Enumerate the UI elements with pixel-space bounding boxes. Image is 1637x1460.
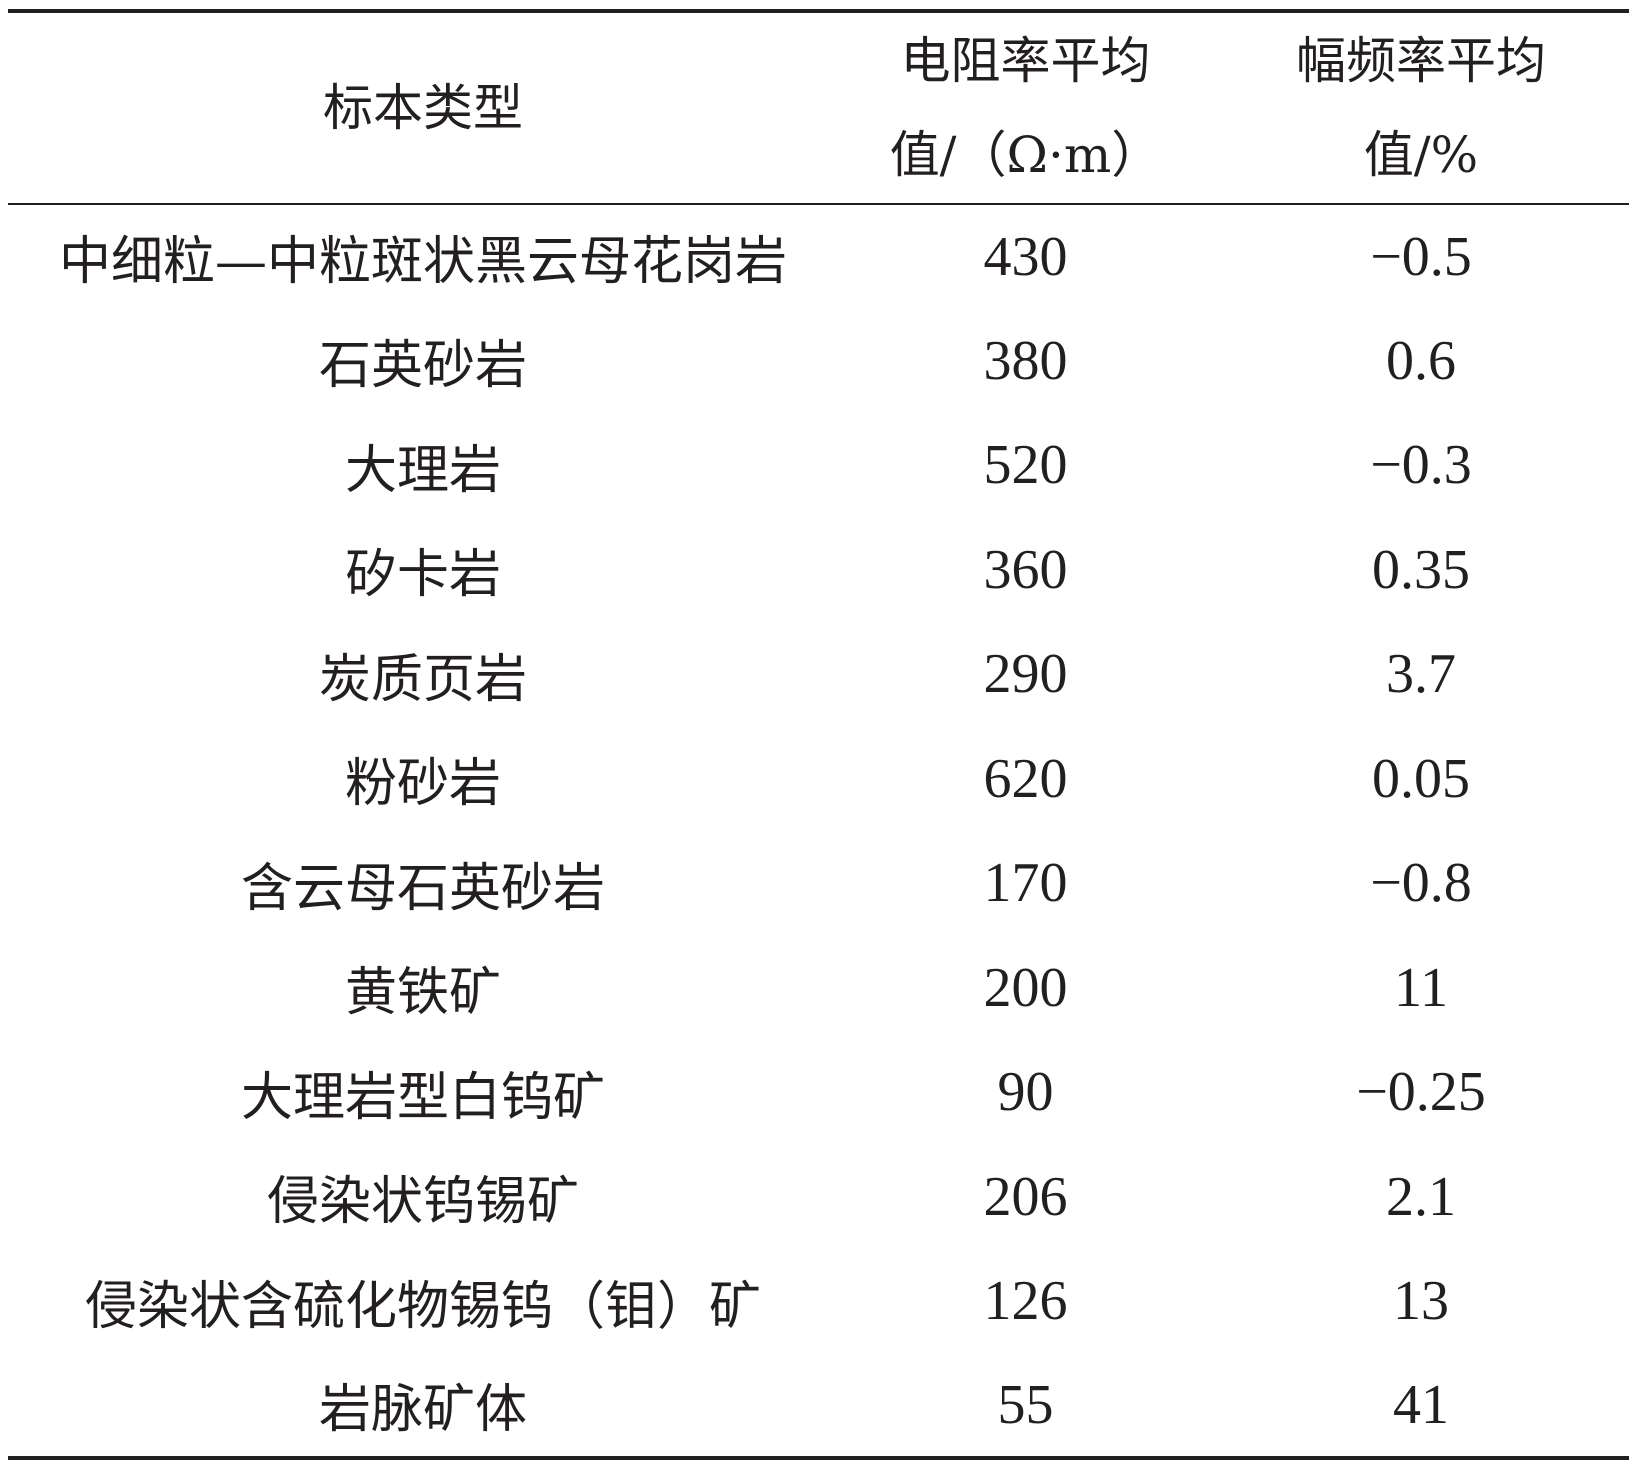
amplitude-frequency-cell: 13 xyxy=(1393,1270,1449,1333)
table-row: 矽卡岩 360 0.35 xyxy=(8,518,1629,623)
table-row: 含云母石英砂岩 170 −0.8 xyxy=(8,831,1629,936)
table-row: 粉砂岩 620 0.05 xyxy=(8,727,1629,832)
table-row: 石英砂岩 380 0.6 xyxy=(8,309,1629,414)
header-row: 标本类型 电阻率平均 值/（Ω·m） 幅频率平均 值/% xyxy=(8,11,1629,204)
table-body: 中细粒—中粒斑状黑云母花岗岩 430 −0.5 石英砂岩 380 0.6 大理岩 520 −0.… xyxy=(8,204,1629,1458)
resistivity-cell: 90 xyxy=(997,1061,1054,1124)
amplitude-frequency-cell: 0.35 xyxy=(1372,538,1470,601)
specimen-type-cell: 侵染状含硫化物锡钨（钼）矿 xyxy=(84,1276,761,1337)
header-text-line: 电阻率平均 xyxy=(900,32,1151,90)
resistivity-cell: 620 xyxy=(983,747,1068,810)
amplitude-frequency-cell: 2.1 xyxy=(1386,1165,1456,1228)
resistivity-cell: 206 xyxy=(983,1165,1068,1228)
header-text-line: 幅频率平均 xyxy=(1296,32,1546,90)
resistivity-cell: 200 xyxy=(983,956,1068,1019)
specimen-type-cell: 岩脉矿体 xyxy=(318,1380,527,1441)
specimen-type-cell: 黄铁矿 xyxy=(344,963,501,1024)
specimen-type-cell: 粉砂岩 xyxy=(344,754,501,815)
amplitude-frequency-cell: −0.3 xyxy=(1370,434,1472,497)
resistivity-cell: 170 xyxy=(983,852,1068,915)
table-row: 大理岩型白钨矿 90 −0.25 xyxy=(8,1040,1629,1145)
specimen-type-cell: 石英砂岩 xyxy=(318,336,527,397)
table-row: 岩脉矿体 55 41 xyxy=(8,1354,1629,1458)
resistivity-cell: 380 xyxy=(983,329,1068,392)
header-specimen-type: 标本类型 xyxy=(8,11,838,204)
header-text-line: 标本类型 xyxy=(323,79,523,137)
amplitude-frequency-cell: 0.05 xyxy=(1372,747,1470,810)
header-amplitude-frequency: 幅频率平均 值/% xyxy=(1213,11,1629,204)
resistivity-cell: 520 xyxy=(983,434,1068,497)
table-row: 侵染状钨锡矿 206 2.1 xyxy=(8,1145,1629,1250)
specimen-type-cell: 炭质页岩 xyxy=(318,649,527,710)
table-row: 侵染状含硫化物锡钨（钼）矿 126 13 xyxy=(8,1249,1629,1354)
rock-specimen-table: 标本类型 电阻率平均 值/（Ω·m） 幅频率平均 值/% 中细粒—中粒斑状黑云母… xyxy=(8,9,1629,1460)
specimen-type-cell: 含云母石英砂岩 xyxy=(240,858,605,919)
amplitude-frequency-cell: −0.8 xyxy=(1370,852,1472,915)
amplitude-frequency-cell: −0.25 xyxy=(1356,1061,1486,1124)
resistivity-cell: 430 xyxy=(983,225,1068,288)
specimen-type-cell: 矽卡岩 xyxy=(344,545,501,606)
table-row: 中细粒—中粒斑状黑云母花岗岩 430 −0.5 xyxy=(8,204,1629,309)
table-row: 炭质页岩 290 3.7 xyxy=(8,622,1629,727)
table-row: 黄铁矿 200 11 xyxy=(8,936,1629,1041)
amplitude-frequency-cell: −0.5 xyxy=(1370,225,1472,288)
data-table-container: 标本类型 电阻率平均 值/（Ω·m） 幅频率平均 值/% 中细粒—中粒斑状黑云母… xyxy=(8,9,1629,1460)
specimen-type-cell: 大理岩型白钨矿 xyxy=(240,1067,605,1128)
resistivity-cell: 126 xyxy=(983,1270,1068,1333)
amplitude-frequency-cell: 11 xyxy=(1394,956,1448,1019)
resistivity-cell: 55 xyxy=(997,1373,1054,1436)
specimen-type-cell: 侵染状钨锡矿 xyxy=(266,1172,579,1233)
specimen-type-cell: 中细粒—中粒斑状黑云母花岗岩 xyxy=(58,232,787,293)
specimen-type-cell: 大理岩 xyxy=(344,440,501,501)
amplitude-frequency-cell: 41 xyxy=(1393,1373,1449,1436)
resistivity-cell: 290 xyxy=(983,643,1068,706)
amplitude-frequency-cell: 3.7 xyxy=(1386,643,1456,706)
header-text-line: 值/% xyxy=(1363,126,1479,184)
table-row: 大理岩 520 −0.3 xyxy=(8,413,1629,518)
resistivity-cell: 360 xyxy=(983,538,1068,601)
header-text-line: 值/（Ω·m） xyxy=(889,126,1162,184)
amplitude-frequency-cell: 0.6 xyxy=(1386,329,1456,392)
header-resistivity: 电阻率平均 值/（Ω·m） xyxy=(838,11,1213,204)
table-header: 标本类型 电阻率平均 值/（Ω·m） 幅频率平均 值/% xyxy=(8,11,1629,204)
